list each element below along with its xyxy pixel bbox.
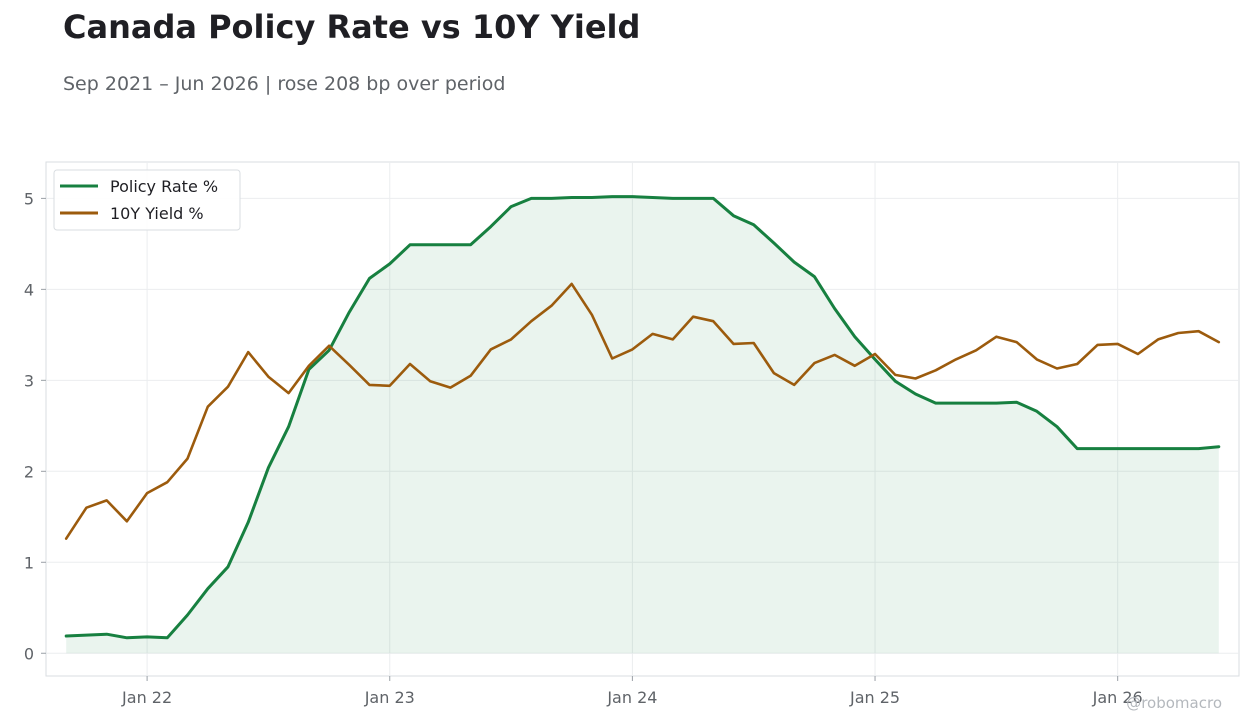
area-fills bbox=[66, 196, 1219, 654]
x-tick-label: Jan 24 bbox=[606, 688, 657, 707]
y-tick-label: 5 bbox=[24, 189, 34, 208]
y-tick-label: 1 bbox=[24, 553, 34, 572]
legend: Policy Rate % 10Y Yield % bbox=[53, 169, 241, 231]
watermark: @robomacro bbox=[1126, 694, 1222, 712]
x-tick-label: Jan 22 bbox=[121, 688, 172, 707]
policy-rate-line bbox=[64, 195, 1221, 640]
plot-frame bbox=[45, 161, 1240, 677]
10y-yield-line bbox=[64, 282, 1221, 540]
x-tick-label: Jan 23 bbox=[364, 688, 415, 707]
series-lines bbox=[64, 195, 1221, 640]
y-tick-label: 0 bbox=[24, 644, 34, 663]
legend-label: 10Y Yield % bbox=[110, 204, 204, 223]
x-tick-label: Jan 26 bbox=[1092, 688, 1143, 707]
y-tick-label: 2 bbox=[24, 462, 34, 481]
chart-title: Canada Policy Rate vs 10Y Yield bbox=[63, 8, 641, 46]
x-tick-label: Jan 25 bbox=[849, 688, 900, 707]
y-tick-label: 3 bbox=[24, 371, 34, 390]
legend-box bbox=[53, 169, 241, 231]
legend-label: Policy Rate % bbox=[110, 177, 218, 196]
y-axis-ticks: 0 1 2 3 4 5 bbox=[24, 189, 46, 663]
grid-lines bbox=[46, 162, 1239, 676]
x-axis-ticks: Jan 22 Jan 23 Jan 24 Jan 25 Jan 26 bbox=[121, 676, 1143, 707]
policy-rate-area bbox=[66, 196, 1219, 654]
chart-subtitle: Sep 2021 – Jun 2026 | rose 208 bp over p… bbox=[63, 73, 506, 95]
y-tick-label: 4 bbox=[24, 280, 34, 299]
